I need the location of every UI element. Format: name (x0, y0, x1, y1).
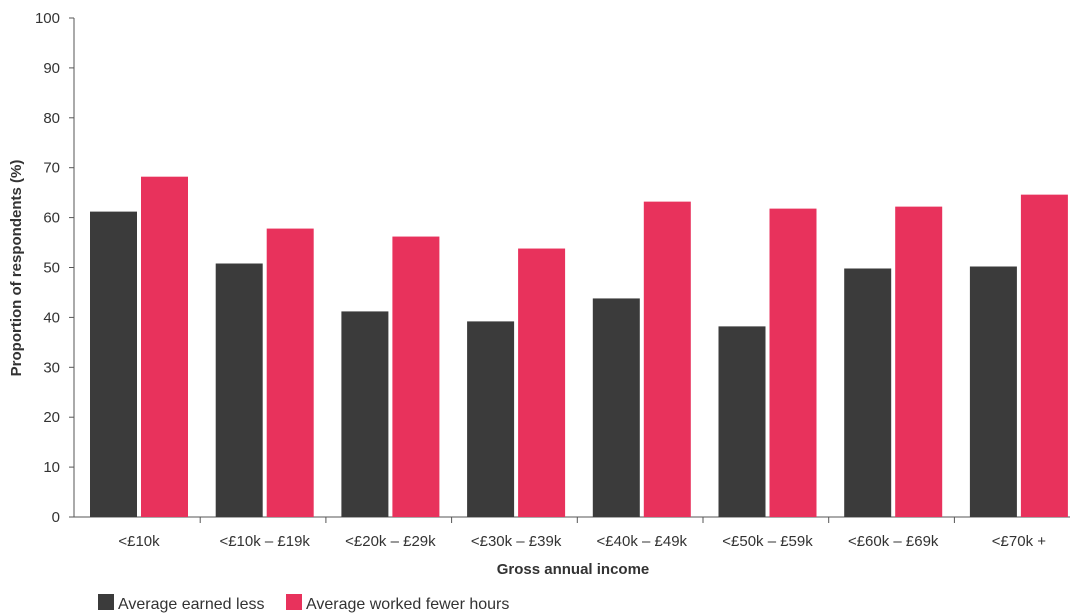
x-tick-label: <£60k – £69k (848, 533, 939, 550)
bar-fewer-hours (518, 248, 566, 517)
bar-fewer-hours (643, 201, 691, 517)
bar-earned-less (215, 263, 263, 517)
y-tick-label: 80 (43, 110, 60, 127)
legend-swatch (98, 594, 114, 610)
bar-earned-less (90, 211, 137, 517)
bar-fewer-hours (769, 208, 817, 518)
x-tick-label: <£50k – £59k (722, 533, 813, 550)
legend-label: Average worked fewer hours (306, 596, 509, 613)
y-tick-label: 10 (43, 459, 60, 476)
legend: Average earned less Average worked fewer … (98, 594, 509, 613)
y-tick-label: 30 (43, 359, 60, 376)
bar-earned-less (592, 298, 640, 517)
y-tick-label: 70 (43, 160, 60, 177)
bar-earned-less (467, 321, 515, 517)
y-tick-label: 100 (35, 10, 60, 27)
y-tick-label: 90 (43, 60, 60, 77)
x-tick-label: <£10k (118, 533, 160, 550)
x-axis-title: Gross annual income (497, 561, 650, 578)
bar-earned-less (969, 266, 1017, 517)
bar-earned-less (844, 268, 892, 517)
bar-earned-less (718, 326, 766, 517)
bar-fewer-hours (392, 236, 440, 517)
x-tick-label: <£70k + (992, 533, 1046, 550)
legend-swatch (286, 594, 302, 610)
y-tick-label: 50 (43, 260, 60, 277)
x-axis: <£10k <£10k – £19k <£20k – £29k <£30k – £39… (74, 516, 1070, 550)
bar-fewer-hours (141, 176, 188, 517)
y-tick-label: 0 (52, 509, 60, 526)
y-axis: 0 10 20 30 40 50 60 70 80 90 100 (35, 10, 75, 526)
x-tick-label: <£10k – £19k (219, 533, 310, 550)
bar-fewer-hours (895, 206, 943, 517)
bars (90, 176, 1068, 518)
x-tick-label: <£40k – £49k (597, 533, 688, 550)
y-tick-label: 60 (43, 210, 60, 227)
y-axis-title: Proportion of respondents (%) (8, 160, 25, 377)
bar-earned-less (341, 311, 389, 517)
bar-fewer-hours (266, 228, 314, 517)
legend-label: Average earned less (118, 596, 264, 613)
bar-fewer-hours (1020, 194, 1068, 517)
y-tick-label: 40 (43, 309, 60, 326)
y-tick-label: 20 (43, 409, 60, 426)
x-tick-label: <£20k – £29k (345, 533, 436, 550)
x-tick-label: <£30k – £39k (471, 533, 562, 550)
